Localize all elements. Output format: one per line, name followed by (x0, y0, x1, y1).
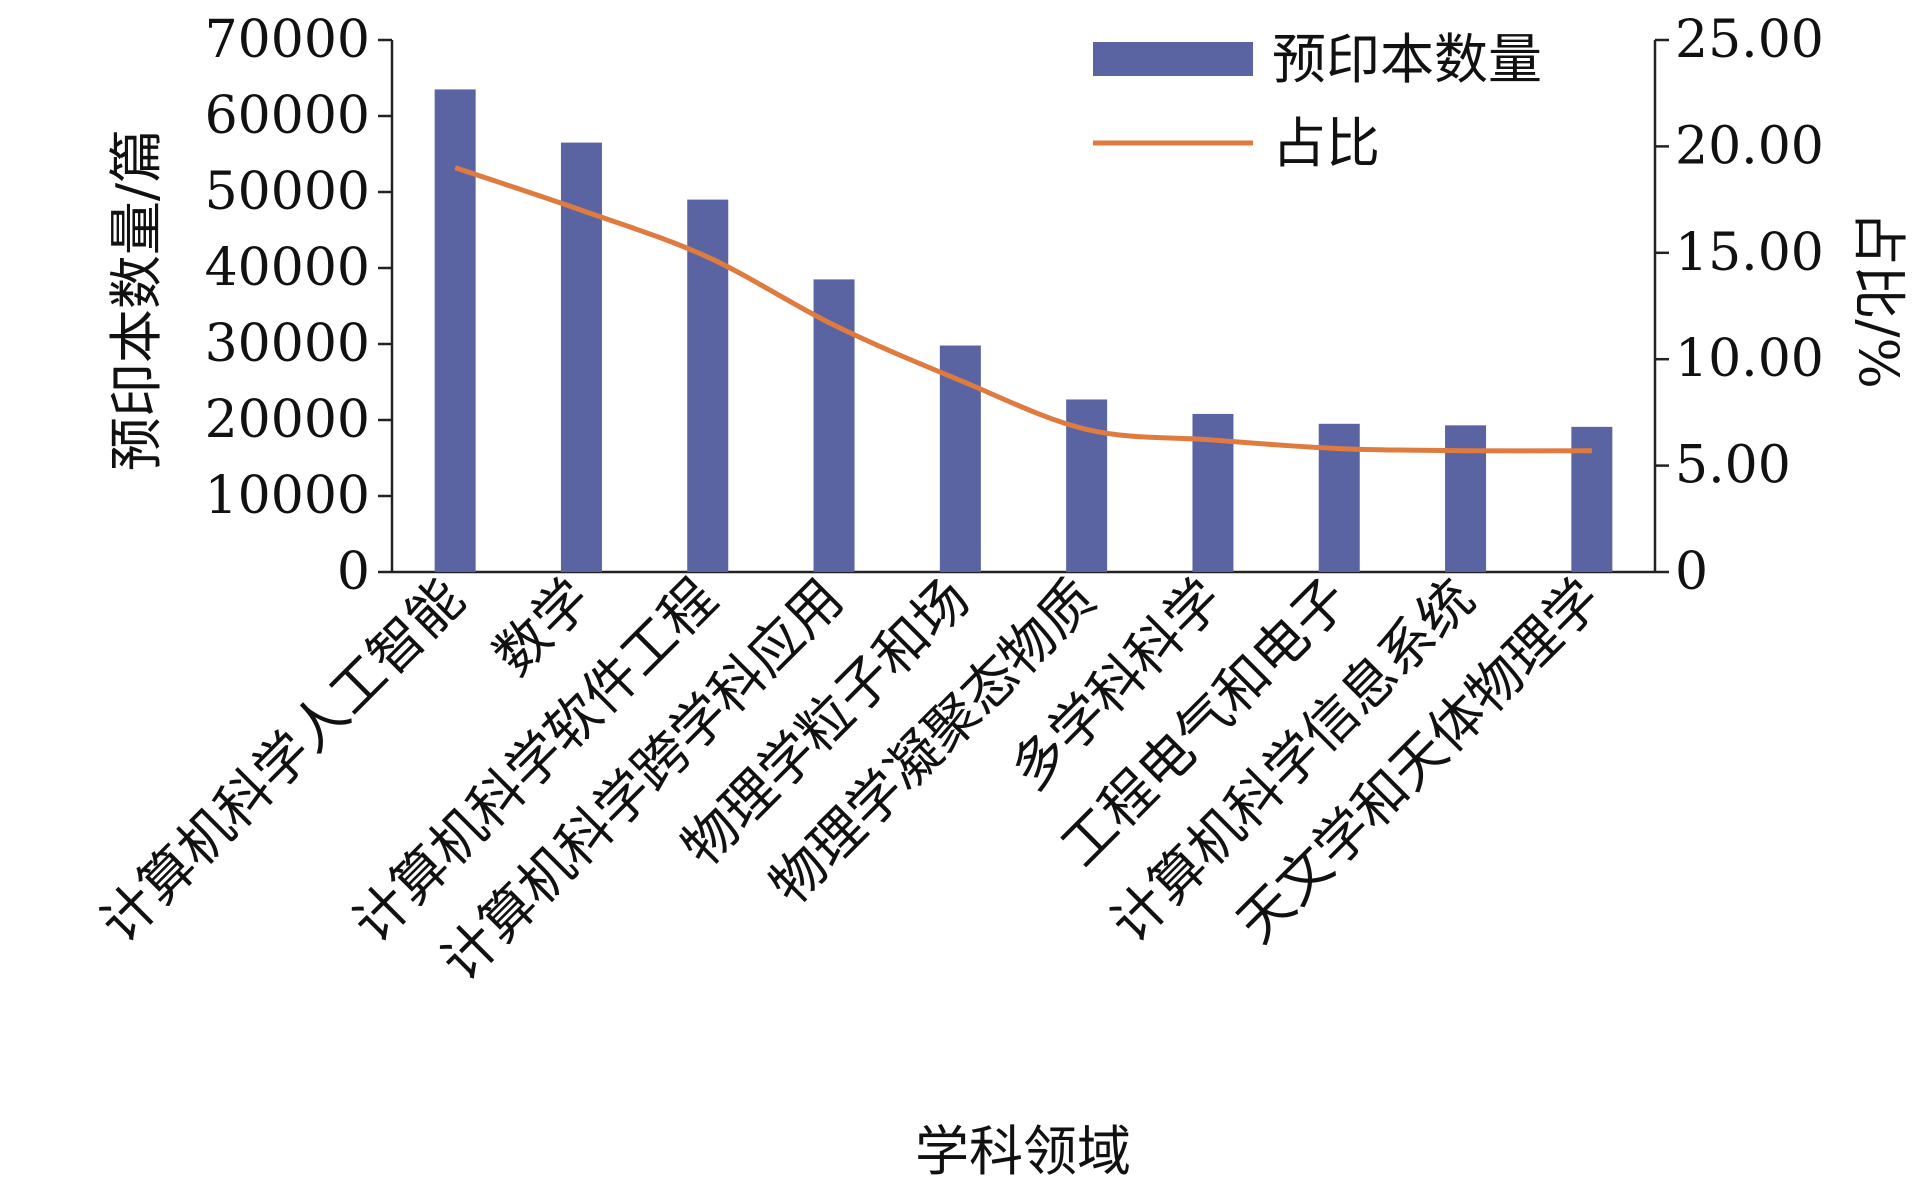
legend-bar-label: 预印本数量 (1272, 28, 1542, 91)
legend-bar-swatch (1093, 42, 1253, 76)
right-tick-label: 20.00 (1675, 116, 1824, 176)
left-ticks: 0 10000 20000 30000 40000 50000 60000 70000 (205, 10, 392, 602)
legend: 预印本数量 占比 (1093, 28, 1542, 175)
right-ticks: 0 5.00 10.00 15.00 20.00 25.00 (1655, 10, 1824, 602)
bars (434, 89, 1613, 573)
share-line (454, 165, 1592, 454)
category-labels: 计算机科学人工智能 数学计算机科学软件工程计算机科学跨学科应用物理学粒子和场物理学… (88, 567, 1613, 993)
right-tick-label: 0 (1675, 542, 1708, 602)
left-tick-label: 50000 (205, 162, 370, 222)
bar (813, 279, 855, 572)
bar (434, 89, 476, 573)
y2-axis-title: 占比/% (1847, 211, 1910, 389)
right-tick-label: 15.00 (1675, 223, 1824, 283)
axes (390, 40, 1657, 574)
y-axis-title: 预印本数量/篇 (105, 129, 168, 471)
legend-line-label: 占比 (1272, 112, 1380, 175)
x-axis-title: 学科领域 (915, 1120, 1131, 1183)
left-tick-label: 40000 (205, 238, 370, 298)
right-tick-label: 5.00 (1675, 436, 1791, 496)
left-tick-label: 30000 (205, 314, 370, 374)
left-tick-label: 20000 (205, 390, 370, 450)
left-tick-label: 0 (337, 542, 370, 602)
right-tick-label: 10.00 (1675, 329, 1824, 389)
left-tick-label: 70000 (205, 10, 370, 70)
bar (1445, 425, 1487, 572)
left-tick-label: 10000 (205, 466, 370, 526)
left-tick-label: 60000 (205, 86, 370, 146)
bar (939, 345, 981, 572)
right-tick-label: 25.00 (1675, 10, 1824, 70)
line-series (454, 165, 1592, 454)
